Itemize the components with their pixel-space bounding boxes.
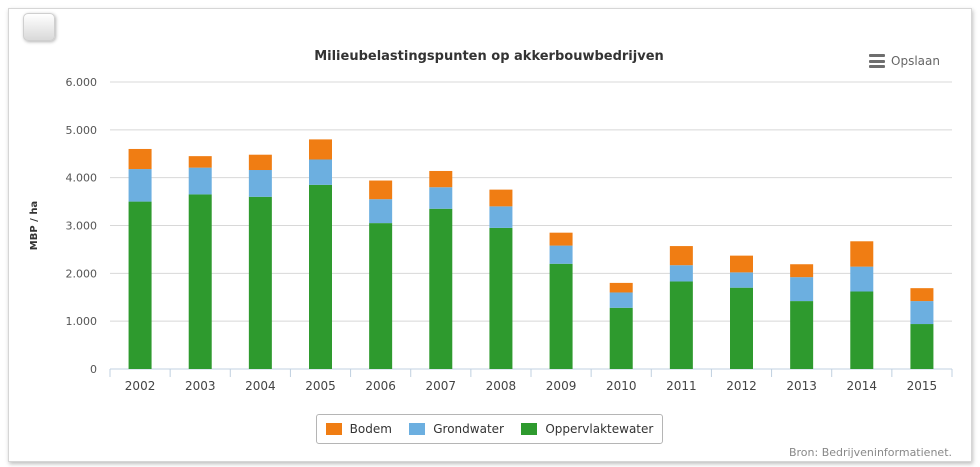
bar-bodem-2006 — [369, 180, 393, 200]
bar-grondwater-2006 — [369, 199, 393, 224]
save-button[interactable]: Opslaan — [869, 54, 940, 68]
save-label: Opslaan — [891, 54, 940, 68]
y-tick-label: 5.000 — [66, 124, 98, 137]
bar-bodem-2002 — [128, 148, 152, 170]
bar-bodem-2009 — [549, 232, 573, 246]
bar-bodem-2011 — [669, 246, 693, 266]
bar-bodem-2013 — [790, 264, 814, 278]
y-tick-label: 1.000 — [66, 315, 98, 328]
bar-bodem-2014 — [850, 241, 874, 267]
x-tick-label: 2009 — [546, 379, 577, 393]
bar-bodem-2003 — [188, 156, 212, 168]
x-tick-label: 2007 — [426, 379, 457, 393]
x-tick-label: 2012 — [726, 379, 757, 393]
bar-oppervlaktewater-2008 — [489, 227, 513, 369]
legend-item-oppervlaktewater[interactable]: Oppervlaktewater — [521, 422, 653, 436]
context-button[interactable] — [23, 13, 55, 41]
x-tick-label: 2002 — [125, 379, 156, 393]
x-tick-label: 2010 — [606, 379, 637, 393]
bar-grondwater-2004 — [248, 170, 272, 197]
bar-grondwater-2007 — [429, 187, 453, 209]
bar-bodem-2015 — [910, 288, 934, 302]
y-axis-label: MBP / ha — [29, 201, 40, 250]
y-tick-label: 4.000 — [66, 172, 98, 185]
legend-swatch — [325, 423, 342, 435]
bar-grondwater-2011 — [669, 265, 693, 282]
x-tick-label: 2006 — [365, 379, 396, 393]
bar-oppervlaktewater-2011 — [669, 281, 693, 369]
menu-icon — [869, 54, 885, 68]
x-tick-label: 2005 — [305, 379, 336, 393]
bar-oppervlaktewater-2003 — [188, 194, 212, 369]
legend-label: Grondwater — [433, 422, 504, 436]
x-tick-label: 2008 — [486, 379, 517, 393]
bar-grondwater-2005 — [309, 159, 332, 185]
legend-item-grondwater[interactable]: Grondwater — [409, 422, 504, 436]
bar-bodem-2008 — [489, 189, 513, 207]
legend: Bodem Grondwater Oppervlaktewater — [316, 414, 663, 444]
legend-item-bodem[interactable]: Bodem — [325, 422, 392, 436]
y-tick-label: 3.000 — [66, 220, 98, 233]
bar-oppervlaktewater-2013 — [790, 301, 814, 369]
bar-bodem-2004 — [248, 154, 272, 171]
bar-grondwater-2014 — [850, 266, 874, 292]
bar-oppervlaktewater-2012 — [730, 287, 753, 369]
legend-label: Oppervlaktewater — [545, 422, 654, 436]
bar-bodem-2010 — [609, 282, 633, 293]
bar-grondwater-2015 — [910, 301, 934, 325]
bar-bodem-2012 — [730, 255, 753, 273]
bar-grondwater-2009 — [549, 245, 573, 264]
x-tick-label: 2015 — [907, 379, 938, 393]
bar-grondwater-2012 — [730, 272, 753, 288]
bar-grondwater-2002 — [128, 169, 152, 202]
bar-bodem-2005 — [309, 139, 332, 160]
bar-oppervlaktewater-2005 — [309, 184, 332, 369]
bar-oppervlaktewater-2010 — [609, 307, 633, 369]
bar-grondwater-2010 — [609, 292, 633, 308]
legend-swatch — [409, 423, 426, 435]
bar-grondwater-2003 — [188, 167, 212, 195]
x-tick-label: 2013 — [786, 379, 817, 393]
bar-oppervlaktewater-2015 — [910, 324, 934, 369]
legend-swatch — [521, 423, 538, 435]
x-tick-label: 2011 — [666, 379, 697, 393]
y-tick-label: 0 — [90, 363, 97, 376]
source-note: Bron: Bedrijveninformatienet. — [788, 446, 952, 459]
y-tick-label: 6.000 — [66, 76, 98, 89]
bar-oppervlaktewater-2014 — [850, 291, 874, 369]
x-tick-label: 2014 — [847, 379, 878, 393]
bar-oppervlaktewater-2004 — [248, 196, 272, 369]
bar-oppervlaktewater-2002 — [128, 201, 152, 369]
bar-oppervlaktewater-2006 — [369, 223, 393, 369]
bar-bodem-2007 — [429, 170, 453, 188]
bar-oppervlaktewater-2007 — [429, 208, 453, 369]
bar-grondwater-2013 — [790, 277, 814, 302]
y-tick-label: 2.000 — [66, 267, 98, 280]
x-tick-label: 2003 — [185, 379, 216, 393]
bar-grondwater-2008 — [489, 206, 513, 228]
bar-oppervlaktewater-2009 — [549, 263, 573, 369]
chart-title: Milieubelastingspunten op akkerbouwbedri… — [314, 49, 664, 64]
legend-label: Bodem — [349, 422, 392, 436]
x-tick-label: 2004 — [245, 379, 276, 393]
